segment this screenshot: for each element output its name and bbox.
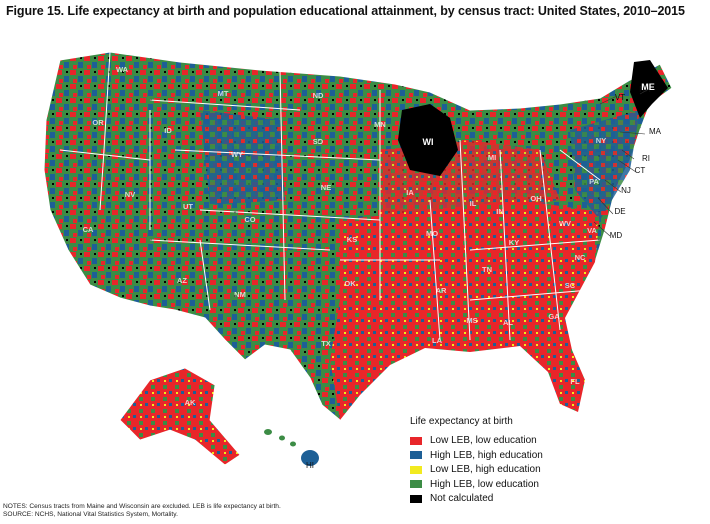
state-label-nm: NM — [234, 290, 246, 299]
legend-swatch — [410, 451, 422, 459]
state-label-ks: KS — [347, 235, 357, 244]
state-label-va: VA — [587, 226, 597, 235]
state-label-wi: WI — [423, 137, 434, 147]
state-label-md: MD — [610, 231, 623, 240]
state-label-wa: WA — [116, 65, 129, 74]
state-label-or: OR — [92, 118, 104, 127]
map-canvas: WA OR CA NV ID MT WY UT CO AZ NM ND SD NE KS OK TX MN WI IA… — [43, 51, 673, 470]
state-label-nv: NV — [125, 190, 135, 199]
legend-label: Low LEB, low education — [430, 435, 537, 446]
notes: NOTES: Census tracts from Maine and Wisc… — [3, 503, 281, 520]
state-label-ia: IA — [406, 188, 414, 197]
state-label-nj: NJ — [621, 186, 631, 195]
legend-item: Low LEB, high education — [410, 463, 610, 476]
state-label-fl: FL — [570, 377, 580, 386]
state-label-ar: AR — [436, 286, 447, 295]
state-label-mn: MN — [374, 120, 386, 129]
state-label-de: DE — [614, 207, 625, 216]
legend-swatch — [410, 465, 422, 474]
state-label-ut: UT — [183, 202, 193, 211]
state-label-sc: SC — [565, 281, 576, 290]
state-label-ak: AK — [185, 398, 196, 407]
state-label-ky: KY — [509, 238, 519, 247]
state-label-id: ID — [164, 126, 172, 135]
state-label-ga: GA — [548, 312, 560, 321]
state-label-il: IL — [470, 199, 477, 208]
state-label-ct: CT — [635, 166, 646, 175]
state-label-wy: WY — [231, 150, 243, 159]
legend-label: Not calculated — [430, 493, 494, 504]
state-borders — [59, 51, 601, 341]
legend-item: High LEB, low education — [410, 478, 610, 491]
state-label-ms: MS — [466, 316, 477, 325]
state-label-az: AZ — [177, 276, 187, 285]
legend-item: Low LEB, low education — [410, 434, 610, 447]
state-label-nc: NC — [575, 253, 586, 262]
legend: Life expectancy at birth Low LEB, low ed… — [410, 416, 610, 507]
state-label-me: ME — [641, 82, 655, 92]
state-label-tx: TX — [321, 339, 331, 348]
figure-title: Figure 15. Life expectancy at birth and … — [6, 4, 685, 18]
legend-swatch — [410, 436, 422, 445]
legend-item: Not calculated — [410, 492, 610, 505]
state-label-ny: NY — [596, 136, 606, 145]
southeast-region — [330, 200, 600, 420]
state-label-mo: MO — [426, 229, 438, 238]
legend-title: Life expectancy at birth — [410, 416, 513, 427]
state-label-wv: WV — [559, 219, 571, 228]
state-label-la: LA — [432, 336, 443, 345]
wisconsin-shape — [398, 104, 458, 176]
state-label-ma: MA — [649, 127, 662, 136]
legend-swatch — [410, 480, 422, 488]
legend-swatch — [410, 494, 422, 503]
state-label-mt: MT — [218, 89, 229, 98]
state-label-ri: RI — [642, 154, 650, 163]
us-map: WA OR CA NV ID MT WY UT CO AZ NM ND SD NE KS OK TX MN WI IA… — [0, 20, 710, 490]
northeast-region — [570, 110, 640, 220]
state-label-oh: OH — [530, 194, 541, 203]
alaska-shape — [119, 367, 241, 466]
legend-label: High LEB, high education — [430, 449, 543, 461]
state-label-ok: OK — [344, 279, 356, 288]
state-label-pa: PA — [589, 177, 599, 186]
state-label-mi: MI — [488, 153, 496, 162]
state-label-co: CO — [244, 215, 255, 224]
state-label-hi: HI — [306, 461, 314, 470]
hawaii-shape — [264, 429, 319, 466]
state-label-in: IN — [496, 207, 504, 216]
state-label-al: AL — [503, 318, 513, 327]
notes-line: NOTES: Census tracts from Maine and Wisc… — [3, 503, 281, 510]
mountain-region — [200, 110, 285, 205]
state-leader-lines — [593, 88, 650, 237]
legend-label: High LEB, low education — [430, 478, 539, 490]
legend-label: Low LEB, high education — [430, 464, 541, 475]
state-label-tn: TN — [482, 265, 492, 274]
state-label-ne: NE — [321, 183, 331, 192]
state-label-nh: NH — [639, 85, 651, 94]
state-label-nd: ND — [313, 91, 324, 100]
state-label-vt: VT — [615, 93, 625, 102]
source-line: SOURCE: NCHS, National Vital Statistics … — [3, 511, 178, 519]
state-label-ca: CA — [83, 225, 94, 234]
legend-item: High LEB, high education — [410, 449, 610, 462]
state-labels: WA OR CA NV ID MT WY UT CO AZ NM ND SD NE KS OK TX MN WI IA… — [83, 65, 662, 470]
state-label-sd: SD — [313, 137, 324, 146]
